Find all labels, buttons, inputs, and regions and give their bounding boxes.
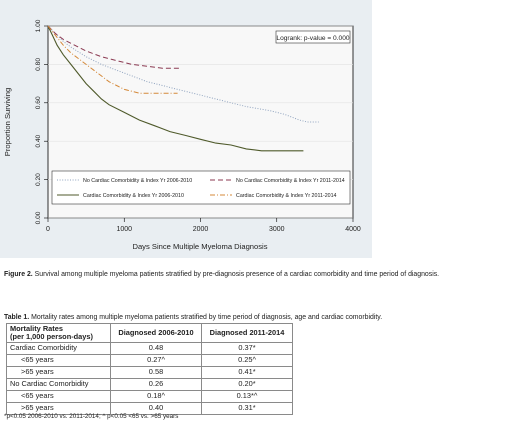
table-footnote: *p<0.05 2006-2010 vs. 2011-2014; ^ p<0.0… [4,413,179,420]
legend: No Cardiac Comorbidity & Index Yr 2006-2… [51,170,351,205]
legend-label-2: No Cardiac Comorbidity & Index Yr 2011-2… [236,178,345,184]
table-row: >65 years 0.58 0.41* [6,365,293,379]
y-tick-label: 0.60 [35,96,42,109]
cell-2006-2010: 0.27^ [110,353,202,367]
figure-caption-text: Survival among multiple myeloma patients… [34,271,440,278]
legend-box [51,170,351,205]
series-line-2 [47,25,182,69]
cell-2011-2014: 0.13*^ [201,389,293,403]
cell-2011-2014: 0.41* [201,365,293,379]
y-axis-label: Proportion Surviving [3,88,12,156]
row-label-65-plus: >65 years [6,365,111,379]
table-header-row: Mortality Rates (per 1,000 person-days) D… [6,323,293,343]
header-mortality-rates: Mortality Rates (per 1,000 person-days) [6,323,111,343]
table-row: <65 years 0.18^ 0.13*^ [6,389,293,403]
header-diagnosed-2006-2010: Diagnosed 2006-2010 [110,323,202,343]
x-tick-label: 1000 [116,226,132,233]
y-tick-label: 0.20 [35,173,42,186]
row-label-under-65: <65 years [6,389,111,403]
mortality-table: Mortality Rates (per 1,000 person-days) D… [6,323,293,415]
table-caption-label: Table 1. [4,314,30,321]
cell-2006-2010: 0.26 [110,377,202,391]
y-tick-label: 0.00 [35,211,42,224]
legend-label-4: Cardiac Comorbidity & Index Yr 2011-2014 [236,193,337,199]
row-label-65-plus: >65 years [6,401,111,415]
series-line-3 [47,25,304,152]
legend-label-3: Cardiac Comorbidity & Index Yr 2006-2010 [83,193,184,199]
x-tick-label: 3000 [269,226,285,233]
table-caption-text: Mortality rates among multiple myeloma p… [31,314,383,321]
table-row: No Cardiac Comorbidity 0.26 0.20* [6,377,293,391]
x-tick-label: 0 [46,226,50,233]
cell-2011-2014: 0.20* [201,377,293,391]
y-tick-label: 0.80 [35,58,42,71]
series-line-4 [47,25,178,94]
survival-chart: 0.00 0.20 0.40 0.60 0.80 1.00 0 1000 2000 3000 400… [3,19,361,251]
survival-figure: 0.00 0.20 0.40 0.60 0.80 1.00 0 1000 2000 3000 400… [0,0,372,258]
x-tick-label: 2000 [193,226,209,233]
row-label-under-65: <65 years [6,353,111,367]
table-row: <65 years 0.27^ 0.25^ [6,353,293,367]
y-tick-label: 1.00 [35,19,42,32]
cell-2006-2010: 0.18^ [110,389,202,403]
x-axis-label: Days Since Multiple Myeloma Diagnosis [132,242,267,251]
cell-2006-2010: 0.58 [110,365,202,379]
cell-2011-2014: 0.37* [201,341,293,355]
cell-2011-2014: 0.31* [201,401,293,415]
series-line-1 [47,25,319,123]
header-diagnosed-2011-2014: Diagnosed 2011-2014 [201,323,293,343]
row-label-no-cardiac: No Cardiac Comorbidity [6,377,111,391]
cell-2011-2014: 0.25^ [201,353,293,367]
x-tick-label: 4000 [345,226,361,233]
logrank-annotation: Logrank: p-value = 0.000 [276,35,349,42]
legend-label-1: No Cardiac Comorbidity & Index Yr 2006-2… [83,178,192,184]
cell-2006-2010: 0.48 [110,341,202,355]
row-label-cardiac: Cardiac Comorbidity [6,341,111,355]
table-caption: Table 1. Mortality rates among multiple … [4,314,518,322]
figure-caption: Figure 2. Survival among multiple myelom… [4,271,518,279]
figure-caption-label: Figure 2. [4,271,33,278]
table-row: Cardiac Comorbidity 0.48 0.37* [6,341,293,355]
y-tick-label: 0.40 [35,134,42,147]
logrank-box [275,30,351,44]
header-line2: (per 1,000 person-days) [10,331,93,341]
header-line1: Mortality Rates [10,324,63,333]
table-row: >65 years 0.40 0.31* [6,401,293,415]
